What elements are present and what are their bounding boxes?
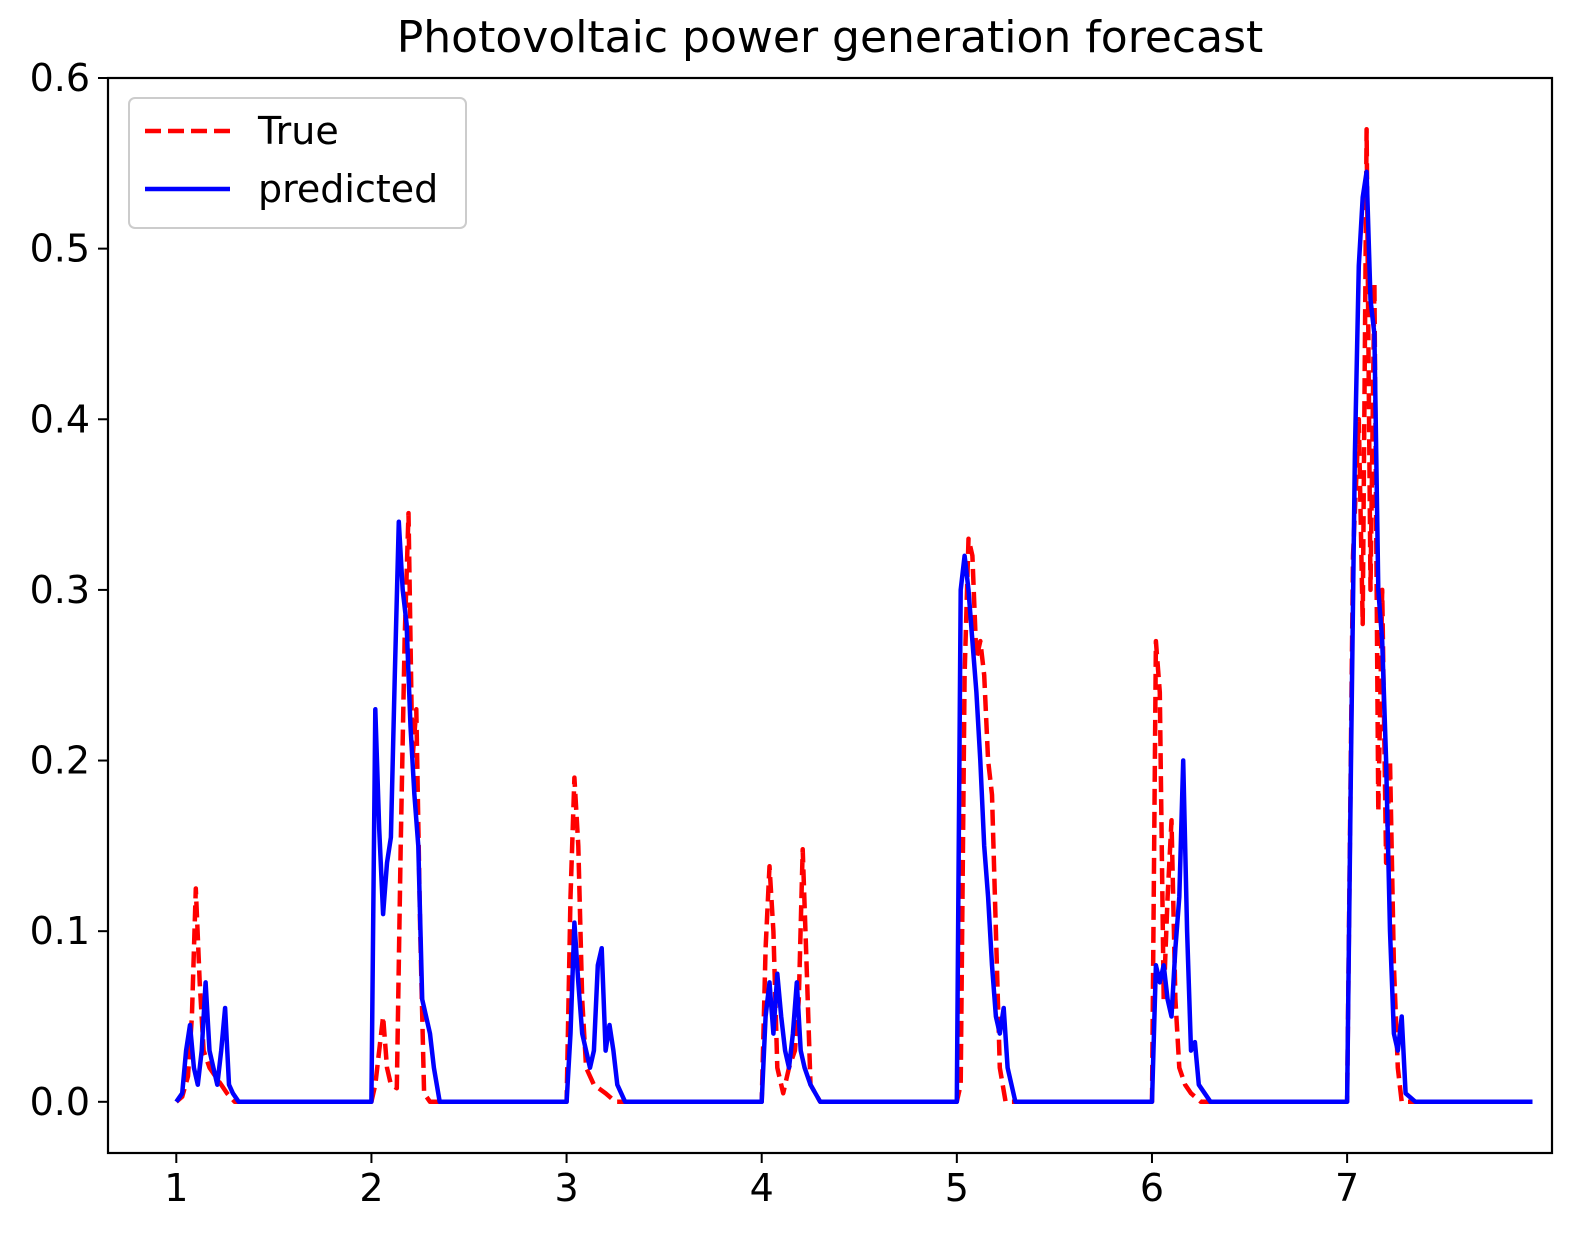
x-tick-label: 5 xyxy=(945,1166,969,1210)
y-tick-label: 0.1 xyxy=(30,909,90,953)
x-tick-label: 7 xyxy=(1335,1166,1359,1210)
x-tick-label: 3 xyxy=(554,1166,578,1210)
legend-label-true: True xyxy=(257,109,339,153)
y-tick-label: 0.3 xyxy=(30,568,90,612)
axes: 1 2 3 4 5 6 7 0.0 0.1 0.2 0.3 0.4 0.5 0.6 xyxy=(30,56,1554,1210)
x-tick-label: 2 xyxy=(359,1166,383,1210)
x-tick-label: 4 xyxy=(750,1166,774,1210)
x-tick-label: 1 xyxy=(164,1166,188,1210)
y-tick-label: 0.5 xyxy=(30,227,90,271)
axes-frame xyxy=(106,76,1554,1155)
y-tick-label: 0.4 xyxy=(30,397,90,441)
plot-area xyxy=(174,126,1533,1105)
series-line-predicted xyxy=(174,169,1533,1105)
y-tick-label: 0.0 xyxy=(30,1080,90,1124)
y-tick-label: 0.6 xyxy=(30,56,90,100)
legend-label-predicted: predicted xyxy=(258,167,438,211)
x-tick-label: 6 xyxy=(1140,1166,1164,1210)
y-tick-label: 0.2 xyxy=(30,739,90,783)
legend-box xyxy=(128,97,467,229)
chart-title: Photovoltaic power generation forecast xyxy=(397,12,1264,63)
legend: True predicted xyxy=(128,97,467,229)
